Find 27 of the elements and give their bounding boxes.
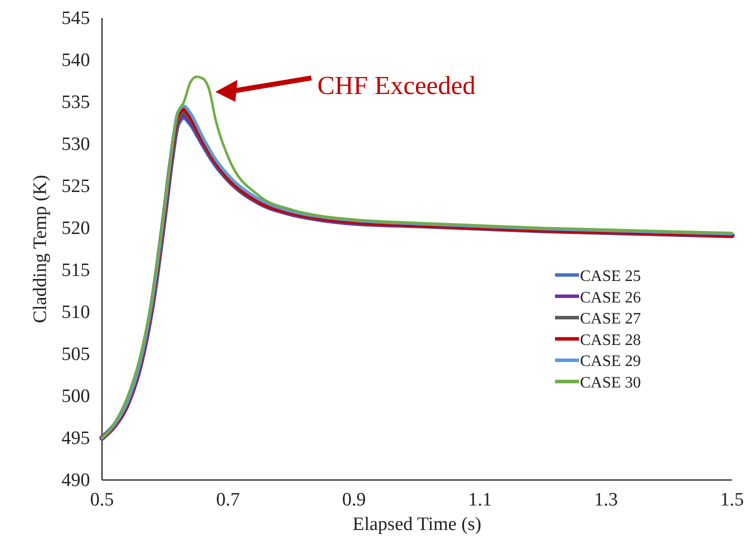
legend-label: CASE 30 [580,374,641,392]
y-tick-label: 500 [62,386,90,408]
annotation: CHF Exceeded [317,70,476,100]
y-axis-title: Cladding Temp (K) [30,174,51,324]
y-tick-label: 505 [62,344,90,366]
x-tick-label: 0.5 [90,489,114,510]
x-tick-label: 1.3 [594,489,618,510]
y-tick-label: 540 [62,50,90,72]
x-axis-title: Elapsed Time (s) [352,514,482,535]
y-tick-label: 495 [62,428,90,450]
legend-label: CASE 27 [580,310,641,328]
legend-label: CASE 25 [580,268,641,285]
x-tick-label: 0.9 [342,489,366,510]
y-tick-label: 545 [62,8,90,30]
y-tick-label: 520 [62,218,90,240]
legend-label: CASE 28 [580,332,641,349]
y-tick-label: 515 [62,260,90,282]
y-tick-label: 530 [62,134,90,156]
y-tick-label: 535 [62,92,90,114]
y-tick-label: 525 [62,176,90,198]
legend-label: CASE 26 [580,289,641,306]
x-tick-label: 1.1 [468,489,492,510]
y-tick-label: 510 [62,302,90,324]
legend-label: CASE 29 [580,353,641,370]
x-tick-label: 0.7 [216,489,240,510]
x-tick-label: 1.5 [720,489,744,510]
y-tick-label: 490 [62,470,90,492]
